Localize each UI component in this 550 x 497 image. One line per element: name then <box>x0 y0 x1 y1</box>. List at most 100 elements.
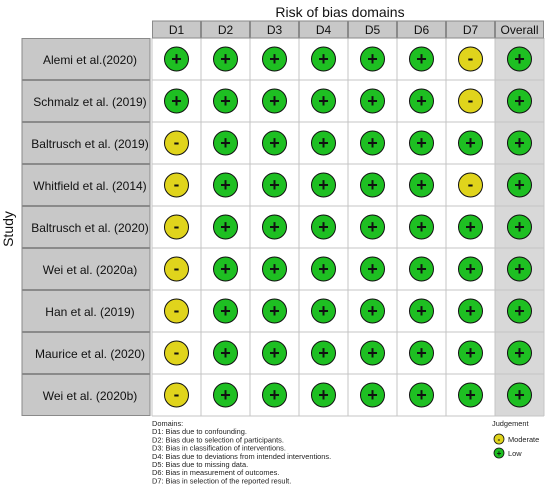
judgement-symbol: + <box>514 301 525 321</box>
domains-legend: Domains:D1: Bias due to confounding.D2: … <box>152 419 331 485</box>
low-risk-marker <box>311 130 336 156</box>
domains-legend-heading: Domains: <box>152 419 183 428</box>
judgement-symbol: + <box>416 259 427 279</box>
judgement-symbol: + <box>318 49 329 69</box>
moderate-risk-marker <box>164 214 189 240</box>
study-row: Baltrusch et al. (2020) - + + + + + + + <box>21 206 532 248</box>
judgement-symbol: + <box>318 175 329 195</box>
domains-legend-item: D6: Bias in measurement of outcomes. <box>152 468 279 477</box>
moderate-risk-marker <box>458 46 483 72</box>
judgement-symbol: + <box>220 385 231 405</box>
low-risk-marker <box>458 340 483 366</box>
study-row: Alemi et al.(2020) + + + + + + - + <box>21 38 532 80</box>
low-risk-marker <box>507 298 532 324</box>
domains-legend-item: D1: Bias due to confounding. <box>152 427 247 436</box>
low-risk-marker <box>507 382 532 408</box>
judgement-legend-symbol: + <box>497 449 502 458</box>
judgement-symbol: + <box>514 259 525 279</box>
judgement-symbol: + <box>318 385 329 405</box>
judgement-symbol: + <box>220 91 231 111</box>
low-risk-marker <box>507 256 532 282</box>
domain-header-label: D2 <box>218 23 234 37</box>
study-label-box <box>21 374 151 416</box>
low-risk-marker <box>262 214 287 240</box>
study-label-box <box>21 206 151 248</box>
domain-header-cell <box>152 20 201 39</box>
judgement-symbol: + <box>318 91 329 111</box>
low-risk-marker <box>311 382 336 408</box>
moderate-risk-marker <box>164 256 189 282</box>
low-risk-marker <box>213 172 238 198</box>
low-risk-marker <box>360 256 385 282</box>
judgement-symbol: + <box>367 175 378 195</box>
moderate-risk-marker <box>164 172 189 198</box>
low-risk-marker <box>311 88 336 114</box>
judgement-symbol: + <box>416 91 427 111</box>
judgement-symbol: + <box>465 259 476 279</box>
study-label-box <box>21 248 151 290</box>
judgement-symbol: - <box>174 385 180 404</box>
domain-header-cell <box>348 20 397 39</box>
judgement-symbol: + <box>318 343 329 363</box>
judgement-symbol: + <box>269 175 280 195</box>
moderate-risk-marker <box>458 88 483 114</box>
study-label: Baltrusch et al. (2019) <box>31 137 148 151</box>
judgement-symbol: + <box>416 301 427 321</box>
domain-header-cell <box>299 20 348 39</box>
low-risk-marker <box>409 340 434 366</box>
judgement-symbol: + <box>514 133 525 153</box>
low-risk-marker <box>507 46 532 72</box>
low-risk-marker <box>409 298 434 324</box>
judgement-symbol: - <box>174 259 180 278</box>
low-risk-marker <box>458 382 483 408</box>
low-risk-marker <box>213 214 238 240</box>
chart-title: Risk of bias domains <box>275 4 404 20</box>
domain-header-label: D6 <box>414 23 430 37</box>
judgement-symbol: + <box>514 175 525 195</box>
domain-header-label: D5 <box>365 23 381 37</box>
moderate-risk-marker <box>164 382 189 408</box>
study-label: Whitfield et al. (2014) <box>33 179 146 193</box>
domain-header-cell <box>250 20 299 39</box>
low-risk-marker <box>507 172 532 198</box>
domain-header-cell <box>446 20 495 39</box>
study-row: Maurice et al. (2020) - + + + + + + + <box>21 332 532 374</box>
study-row: Wei et al. (2020b) - + + + + + + + <box>21 374 532 416</box>
judgement-symbol: + <box>367 217 378 237</box>
low-risk-marker <box>262 88 287 114</box>
judgement-symbol: + <box>367 301 378 321</box>
low-risk-marker <box>164 46 189 72</box>
study-label-box <box>21 332 151 374</box>
judgement-symbol: + <box>269 49 280 69</box>
low-risk-marker <box>458 130 483 156</box>
low-risk-marker <box>360 298 385 324</box>
judgement-symbol: + <box>318 217 329 237</box>
moderate-risk-marker <box>164 340 189 366</box>
judgement-symbol: + <box>269 385 280 405</box>
judgement-symbol: - <box>468 175 474 194</box>
judgement-symbol: + <box>367 259 378 279</box>
low-risk-marker <box>262 382 287 408</box>
study-label-box <box>21 290 151 332</box>
study-row: Wei et al. (2020a) - + + + + + + + <box>21 248 532 290</box>
study-rows: Alemi et al.(2020) + + + + + + - +Schmalz et al.… <box>21 38 532 416</box>
low-risk-marker <box>262 46 287 72</box>
study-label-box <box>21 38 151 80</box>
low-risk-marker <box>360 382 385 408</box>
judgement-symbol: + <box>465 133 476 153</box>
low-risk-marker <box>213 298 238 324</box>
judgement-symbol: + <box>465 301 476 321</box>
judgement-legend: Judgement - Moderate + Low <box>492 419 539 459</box>
judgement-symbol: + <box>269 217 280 237</box>
judgement-symbol: - <box>174 343 180 362</box>
low-risk-marker <box>360 214 385 240</box>
low-risk-marker <box>458 298 483 324</box>
judgement-symbol: + <box>367 133 378 153</box>
study-row: Baltrusch et al. (2019) - + + + + + + + <box>21 122 532 164</box>
judgement-symbol: - <box>468 91 474 110</box>
domains-legend-item: D2: Bias due to selection of participant… <box>152 435 284 444</box>
domain-header-cell <box>397 20 446 39</box>
low-risk-marker <box>311 172 336 198</box>
low-risk-marker <box>360 46 385 72</box>
